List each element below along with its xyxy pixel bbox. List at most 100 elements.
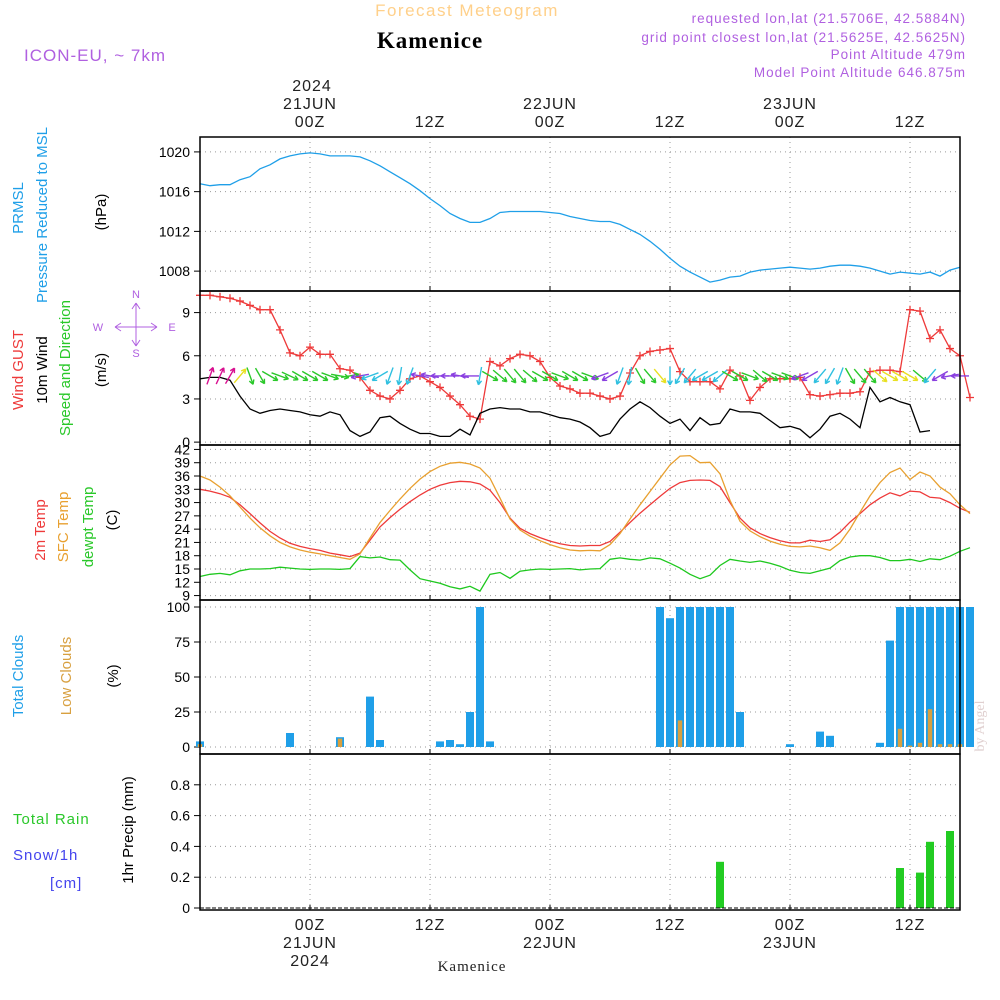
- wind-label-10m: 10m Wind: [34, 336, 51, 404]
- gust-marker: [606, 394, 614, 403]
- top-time-label: 12Z: [655, 114, 686, 131]
- bar-total_clouds: [816, 731, 824, 747]
- pressure-label-msl: Pressure Reduced to MSL: [34, 127, 51, 303]
- bar-total_clouds: [886, 640, 894, 747]
- gust-marker: [366, 386, 374, 395]
- wind-arrow: [591, 372, 609, 381]
- wind-arrow: [541, 370, 559, 382]
- series-line-wind: [199, 376, 931, 439]
- wind-arrow: [643, 368, 657, 384]
- gust-marker: [486, 357, 494, 366]
- bar-total_clouds: [446, 740, 454, 747]
- wind-arrow: [522, 369, 538, 383]
- precipitation-panel: 0 0.2 0.4 0.6 0.8: [171, 753, 961, 916]
- gust-marker: [696, 377, 704, 386]
- wind-arrow: [503, 368, 517, 384]
- bar-total_clouds: [466, 712, 474, 747]
- gust-marker: [866, 367, 874, 376]
- temp-unit: (C): [104, 510, 121, 531]
- top-time-label: 12Z: [415, 114, 446, 131]
- pressure-unit: (hPa): [93, 194, 110, 231]
- y-tick-label: 24: [174, 521, 190, 537]
- clouds-panel: 0 25 50 75 100: [167, 599, 974, 755]
- compass-icon: N S W E: [93, 289, 176, 360]
- y-tick-label: 0.4: [171, 838, 191, 854]
- clouds-panel-labels: Total Clouds Low Clouds (%): [10, 635, 122, 718]
- bar-total_clouds: [876, 742, 884, 747]
- gust-marker: [346, 366, 354, 375]
- gust-marker: [886, 366, 894, 375]
- bar-total_clouds: [476, 607, 484, 747]
- bar-total_clouds: [726, 607, 734, 747]
- gust-marker: [856, 387, 864, 396]
- bottom-time-label: 21JUN: [283, 935, 337, 952]
- wind-arrow: [653, 368, 667, 384]
- bar-total_clouds: [366, 696, 374, 747]
- compass-e: E: [168, 322, 175, 334]
- gust-marker: [636, 351, 644, 360]
- pressure-panel-labels: PRMSL Pressure Reduced to MSL (hPa): [10, 127, 110, 303]
- wind-arrow: [460, 372, 479, 379]
- wind-arrow: [254, 367, 266, 385]
- wind-arrow: [410, 372, 429, 379]
- wind-arrow: [301, 370, 319, 382]
- y-tick-label: 0: [182, 434, 190, 450]
- bar-total_clouds: [456, 744, 464, 747]
- bar-total_clouds: [486, 741, 494, 747]
- bar-low_clouds: [677, 720, 683, 747]
- bar-total_clouds: [826, 735, 834, 747]
- clouds-label-low: Low Clouds: [58, 637, 75, 715]
- bottom-time-label: 12Z: [655, 917, 686, 934]
- gust-marker: [946, 344, 954, 353]
- gust-marker: [576, 389, 584, 398]
- bar-total_clouds: [286, 733, 294, 747]
- bottom-time-label: 12Z: [415, 917, 446, 934]
- wind-panel: 0 3 6 9: [182, 290, 974, 450]
- wind-arrow: [531, 370, 549, 382]
- bar-low_clouds: [337, 738, 343, 747]
- bar-total_clouds: [926, 607, 934, 747]
- series-line-tsfc: [199, 454, 971, 560]
- y-tick-label: 25: [174, 704, 190, 720]
- wind-arrow: [311, 370, 329, 382]
- wind-label-gust: Wind GUST: [10, 330, 27, 410]
- bar-total_clouds: [676, 607, 684, 747]
- y-tick-label: 3: [182, 391, 190, 407]
- bar-total_clouds: [906, 607, 914, 747]
- gust-marker: [906, 305, 914, 314]
- wind-arrow: [215, 367, 225, 385]
- wind-arrow: [350, 373, 369, 380]
- gust-marker: [226, 294, 234, 303]
- gust-marker: [826, 390, 834, 399]
- gust-marker: [286, 348, 294, 357]
- gust-marker: [446, 392, 454, 401]
- y-tick-label: 27: [174, 508, 190, 524]
- wind-arrow: [813, 368, 827, 384]
- wind-arrow: [741, 372, 759, 381]
- temp-panel-labels: 2m Temp SFC Temp dewpt Temp (C): [32, 487, 121, 568]
- bar-low_clouds: [907, 745, 913, 747]
- temperature-frame: [199, 444, 961, 601]
- y-tick-label: 0: [182, 739, 190, 755]
- y-tick-label: 39: [174, 455, 190, 471]
- y-tick-label: 0.6: [171, 808, 191, 824]
- wind-arrow: [626, 366, 633, 386]
- temp-label-2m: 2m Temp: [32, 499, 49, 560]
- wind-arrow: [881, 370, 899, 382]
- wind-arrow: [261, 370, 279, 382]
- precip-label-rain: Total Rain: [13, 811, 90, 828]
- wind-arrow: [923, 368, 937, 384]
- clouds-label-total: Total Clouds: [10, 635, 27, 718]
- requested-coords: requested lon,lat (21.5706E, 42.5884N): [692, 11, 966, 26]
- gust-marker: [746, 396, 754, 405]
- y-tick-label: 21: [174, 534, 190, 550]
- wind-arrow: [601, 370, 619, 382]
- y-tick-label: 1020: [159, 144, 190, 160]
- temp-label-dewpt: dewpt Temp: [80, 487, 97, 568]
- y-tick-label: 0.8: [171, 777, 191, 793]
- y-tick-label: 50: [174, 669, 190, 685]
- y-tick-label: 36: [174, 468, 190, 484]
- gust-marker: [586, 389, 594, 398]
- pressure-frame: [199, 136, 961, 292]
